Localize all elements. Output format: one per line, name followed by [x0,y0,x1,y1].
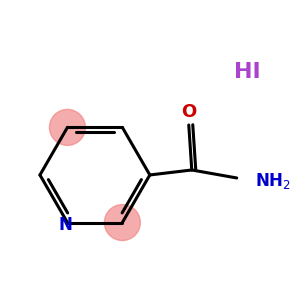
Circle shape [50,110,86,146]
Circle shape [104,205,140,241]
Text: N: N [58,215,72,233]
Text: HI: HI [234,62,261,82]
Text: NH$_2$: NH$_2$ [255,171,290,191]
Text: O: O [181,103,196,121]
